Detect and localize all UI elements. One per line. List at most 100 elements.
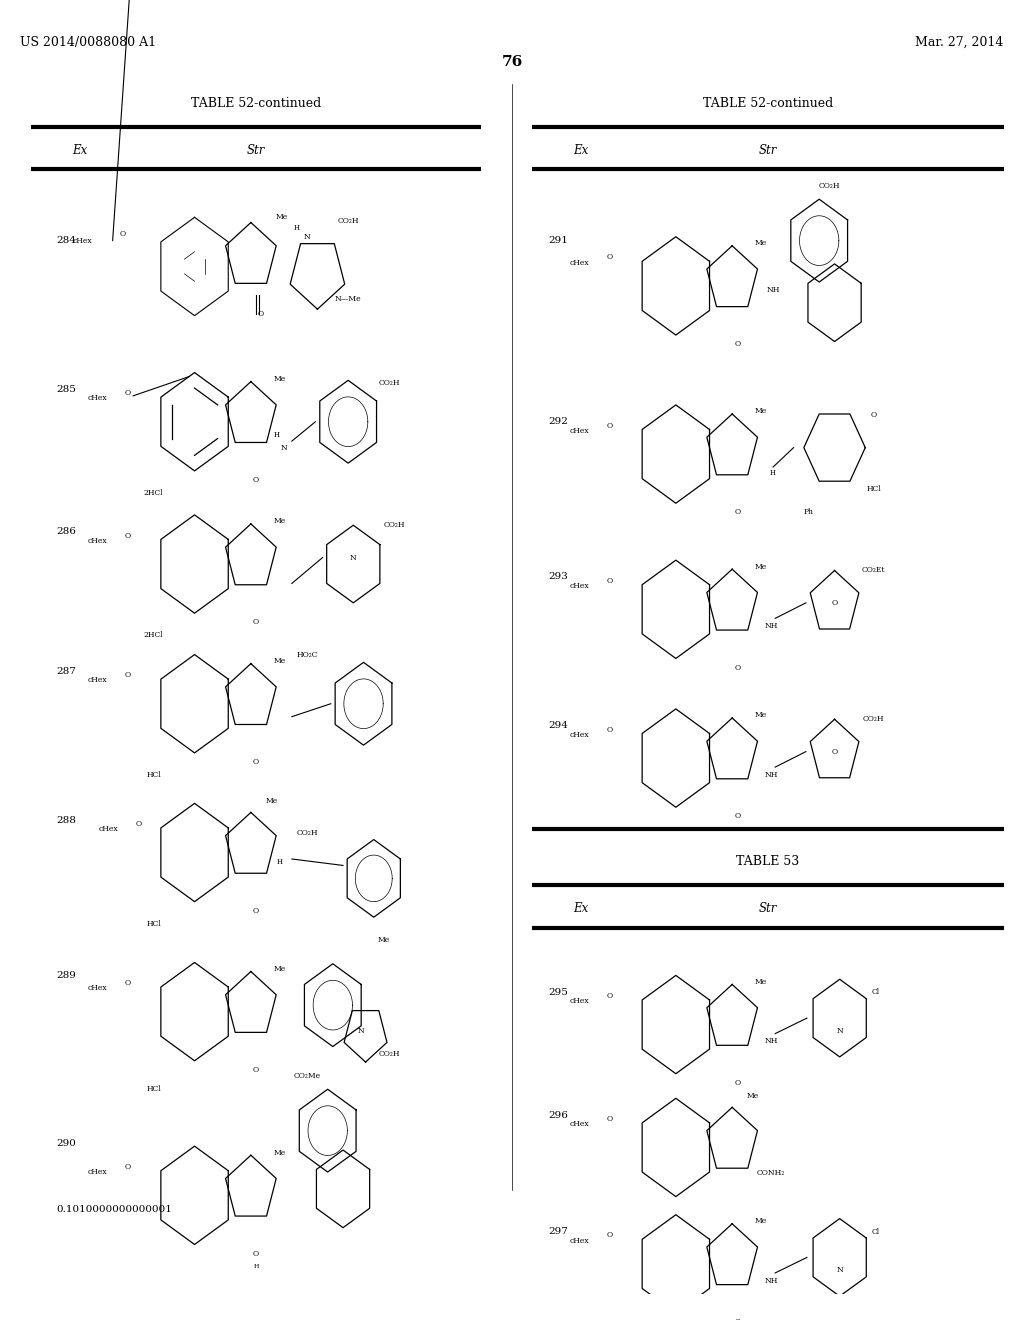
Text: TABLE 52-continued: TABLE 52-continued xyxy=(190,96,322,110)
Text: N: N xyxy=(837,1266,843,1274)
Text: cHex: cHex xyxy=(88,395,108,403)
Text: NH: NH xyxy=(764,1276,778,1284)
Text: HCl: HCl xyxy=(146,771,161,779)
Text: 292: 292 xyxy=(548,417,567,426)
Text: HO₂C: HO₂C xyxy=(297,651,317,659)
Text: O: O xyxy=(606,993,612,1001)
Text: O: O xyxy=(253,618,259,626)
Text: O: O xyxy=(125,389,131,397)
Text: Me: Me xyxy=(265,797,278,805)
Text: O: O xyxy=(606,253,612,261)
Text: 296: 296 xyxy=(548,1110,567,1119)
Text: Me: Me xyxy=(755,239,767,247)
Text: Ex: Ex xyxy=(573,902,589,915)
Text: cHex: cHex xyxy=(569,582,589,590)
Text: O: O xyxy=(253,1250,259,1258)
Text: TABLE 53: TABLE 53 xyxy=(736,855,800,869)
Text: 290: 290 xyxy=(56,1139,76,1148)
Text: cHex: cHex xyxy=(569,1121,589,1129)
Text: O: O xyxy=(831,747,838,755)
Text: 2HCl: 2HCl xyxy=(143,631,164,639)
Text: 286: 286 xyxy=(56,527,76,536)
Text: cHex: cHex xyxy=(569,998,589,1006)
Text: HCl: HCl xyxy=(146,1085,161,1093)
Text: Ex: Ex xyxy=(573,144,589,157)
Text: Ex: Ex xyxy=(72,144,87,157)
Text: O: O xyxy=(606,577,612,585)
Text: N—Me: N—Me xyxy=(335,294,361,302)
Text: O: O xyxy=(125,672,131,680)
Text: cHex: cHex xyxy=(569,1237,589,1245)
Text: 289: 289 xyxy=(56,972,76,979)
Text: Me: Me xyxy=(755,408,767,416)
Text: 288: 288 xyxy=(56,816,76,825)
Text: H: H xyxy=(294,223,300,232)
Text: H: H xyxy=(273,430,280,438)
Text: O: O xyxy=(125,532,131,540)
Text: Me: Me xyxy=(378,936,390,945)
Text: US 2014/0088080 A1: US 2014/0088080 A1 xyxy=(20,36,157,49)
Text: 76: 76 xyxy=(502,55,522,69)
Text: 291: 291 xyxy=(548,236,567,246)
Text: O: O xyxy=(253,477,259,484)
Text: Ph: Ph xyxy=(804,508,814,516)
Text: TABLE 52-continued: TABLE 52-continued xyxy=(702,96,834,110)
Text: Me: Me xyxy=(755,1217,767,1225)
Text: O: O xyxy=(734,1319,740,1320)
Text: NH: NH xyxy=(766,285,780,294)
Text: Me: Me xyxy=(275,214,288,222)
Text: O: O xyxy=(125,979,131,987)
Text: cHex: cHex xyxy=(88,985,108,993)
Text: O: O xyxy=(125,1163,131,1171)
Text: O: O xyxy=(606,1232,612,1239)
Text: Str: Str xyxy=(247,144,265,157)
Text: 293: 293 xyxy=(548,573,567,582)
Text: 284: 284 xyxy=(56,236,76,246)
Text: CO₂H: CO₂H xyxy=(819,182,840,190)
Text: 0.1010000000000001: 0.1010000000000001 xyxy=(56,1205,172,1214)
Text: N: N xyxy=(837,1027,843,1035)
Text: cHex: cHex xyxy=(88,676,108,685)
Text: O: O xyxy=(870,412,877,420)
Text: CONH₂: CONH₂ xyxy=(757,1170,785,1177)
Text: cHex: cHex xyxy=(88,1168,108,1176)
Text: Me: Me xyxy=(273,965,286,973)
Text: 297: 297 xyxy=(548,1228,567,1236)
Text: cHex: cHex xyxy=(569,426,589,434)
Text: O: O xyxy=(258,310,264,318)
Text: O: O xyxy=(606,421,612,429)
Text: O: O xyxy=(253,758,259,766)
Text: CO₂H: CO₂H xyxy=(384,521,404,529)
Text: CO₂Et: CO₂Et xyxy=(862,566,885,574)
Text: Cl: Cl xyxy=(871,1228,880,1236)
Text: O: O xyxy=(253,907,259,915)
Text: 287: 287 xyxy=(56,667,76,676)
Text: CO₂H: CO₂H xyxy=(297,829,317,837)
Text: O: O xyxy=(831,599,838,607)
Text: Mar. 27, 2014: Mar. 27, 2014 xyxy=(915,36,1004,49)
Text: Me: Me xyxy=(755,711,767,719)
Text: Me: Me xyxy=(273,375,286,383)
Text: cHex: cHex xyxy=(73,236,92,244)
Text: O: O xyxy=(606,726,612,734)
Text: cHex: cHex xyxy=(88,537,108,545)
Text: H: H xyxy=(276,858,283,866)
Text: N: N xyxy=(281,444,287,451)
Text: O: O xyxy=(734,1078,740,1086)
Text: Me: Me xyxy=(755,562,767,570)
Text: CO₂H: CO₂H xyxy=(379,379,399,387)
Text: O: O xyxy=(734,341,740,348)
Text: O: O xyxy=(734,664,740,672)
Text: HCl: HCl xyxy=(866,484,881,492)
Text: Me: Me xyxy=(746,1092,759,1100)
Text: Cl: Cl xyxy=(871,989,880,997)
Text: O: O xyxy=(135,820,141,828)
Text: N: N xyxy=(350,553,356,561)
Text: CO₂Me: CO₂Me xyxy=(294,1072,321,1080)
Text: H: H xyxy=(253,1265,259,1269)
Text: O: O xyxy=(734,812,740,820)
Text: O: O xyxy=(734,508,740,516)
Text: cHex: cHex xyxy=(569,259,589,267)
Text: O: O xyxy=(606,1115,612,1123)
Text: Me: Me xyxy=(273,517,286,525)
